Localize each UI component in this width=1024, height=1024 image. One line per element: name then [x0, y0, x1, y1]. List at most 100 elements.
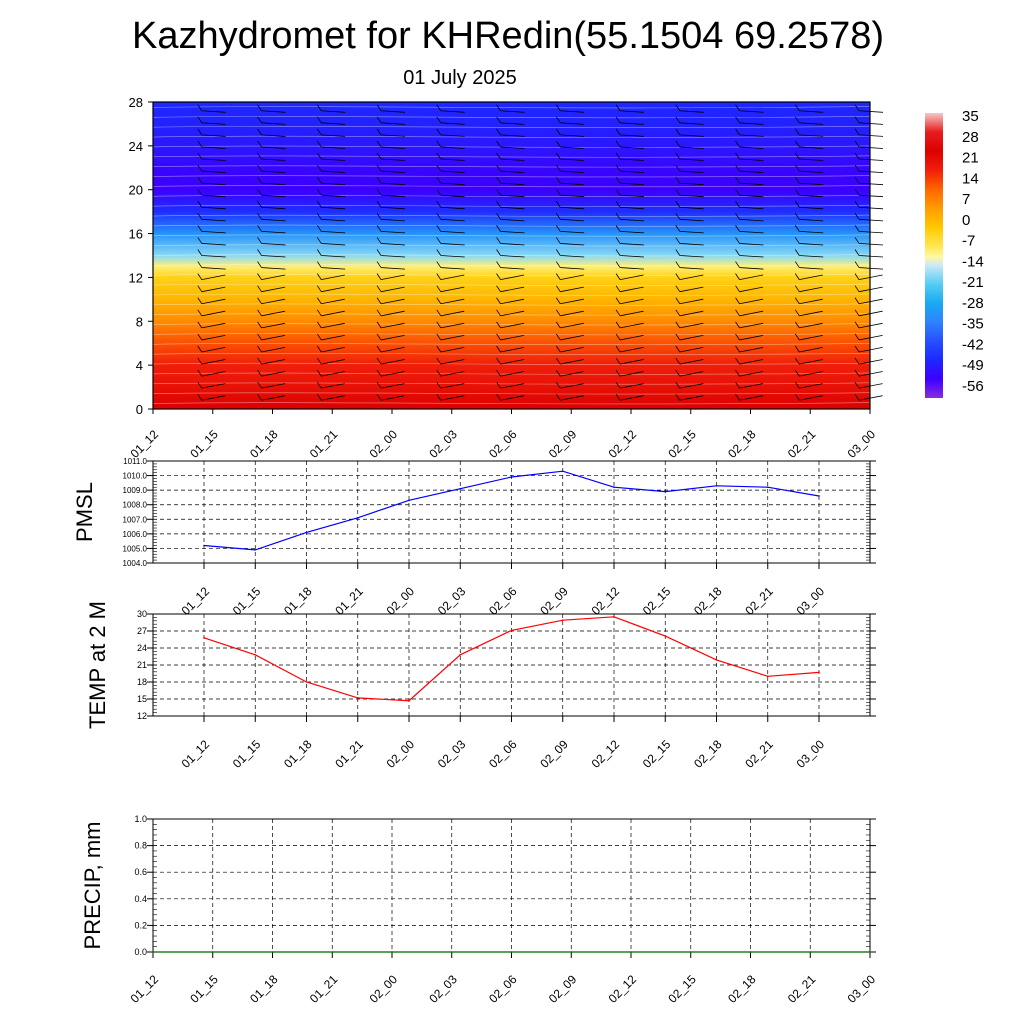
wind-barb	[675, 261, 704, 270]
y-tick-label: 1005.0	[123, 544, 148, 553]
wind-barb	[496, 237, 525, 246]
chart-subtitle: 01 July 2025	[403, 67, 516, 89]
wind-barb	[555, 297, 584, 305]
wind-barb	[675, 273, 704, 281]
wind-barb	[376, 285, 405, 293]
wind-barb	[436, 273, 465, 281]
wind-barb	[316, 140, 346, 149]
wind-barb	[854, 237, 884, 246]
pmsl-point	[715, 484, 718, 487]
pmsl-point	[510, 476, 513, 478]
y-tick-label: 28	[129, 95, 143, 110]
x-tick-label: 02_00	[367, 972, 401, 1006]
wind-barb	[794, 285, 823, 293]
wind-barb	[854, 128, 884, 137]
wind-barb	[794, 128, 824, 137]
x-tick-label: 01_21	[332, 737, 366, 771]
pmsl-point	[664, 490, 667, 493]
contour-line	[152, 313, 871, 316]
wind-barb	[496, 333, 525, 341]
y-tick-label: 1008.0	[123, 501, 148, 510]
wind-barb	[794, 188, 824, 198]
precip-point	[510, 951, 513, 953]
wind-barb	[197, 213, 226, 222]
wind-barb	[316, 273, 345, 281]
colorbar-label: -28	[962, 295, 984, 312]
contour-line	[152, 106, 871, 109]
pmsl-point	[459, 487, 462, 490]
wind-barb	[615, 140, 645, 149]
x-tick-label: 02_00	[367, 427, 401, 461]
wind-barb	[436, 116, 465, 125]
wind-barb	[555, 381, 584, 389]
wind-barb	[436, 297, 465, 305]
y-tick-label: 1011.0	[123, 457, 147, 466]
wind-barb	[316, 249, 346, 258]
wind-barb	[496, 116, 525, 125]
wind-barbs	[197, 104, 884, 401]
wind-barb	[555, 345, 584, 353]
x-tick-label: 01_21	[307, 972, 341, 1006]
wind-barb	[794, 213, 824, 222]
wind-barb	[794, 381, 823, 389]
wind-barb	[257, 152, 286, 161]
wind-barb	[436, 188, 465, 198]
wind-barb	[257, 164, 286, 173]
temp-point	[510, 629, 513, 632]
temp-point	[356, 697, 359, 699]
wind-barb	[735, 297, 764, 305]
temp-point	[459, 654, 462, 656]
x-tick-label: 02_12	[589, 584, 623, 618]
x-tick-label: 03_00	[794, 737, 828, 771]
wind-barb	[555, 176, 585, 186]
wind-barb	[376, 297, 405, 305]
wind-barb	[555, 394, 584, 401]
wind-barb	[555, 213, 585, 222]
wind-barb	[257, 176, 286, 186]
wind-barb	[675, 213, 704, 222]
wind-barb	[316, 357, 345, 365]
wind-barb	[615, 164, 645, 173]
contour-line	[152, 333, 871, 336]
contour-line	[152, 116, 871, 119]
x-tick-label: 02_15	[665, 972, 699, 1006]
wind-barb	[316, 333, 345, 341]
wind-barb	[257, 273, 286, 281]
contour-line	[152, 352, 871, 355]
wind-barb	[257, 261, 286, 270]
wind-barb	[496, 249, 525, 258]
wind-barb	[555, 249, 585, 258]
wind-barb	[436, 213, 465, 222]
precip-point	[749, 951, 752, 953]
wind-barb	[854, 261, 884, 270]
wind-barb	[675, 345, 704, 353]
contour-line	[152, 392, 871, 395]
wind-barb	[555, 152, 585, 161]
wind-barb	[675, 225, 704, 234]
wind-barb	[615, 237, 645, 246]
wind-barb	[794, 309, 823, 317]
wind-barb	[197, 273, 226, 281]
wind-barb	[376, 128, 406, 137]
x-tick-label: 01_12	[128, 972, 162, 1006]
wind-barb	[496, 285, 525, 293]
wind-barb	[735, 116, 764, 125]
wind-barb	[854, 309, 883, 317]
wind-barb	[197, 309, 226, 317]
wind-barb	[197, 152, 226, 161]
x-tick-label: 02_15	[640, 737, 674, 771]
wind-barb	[496, 225, 525, 234]
wind-barb	[854, 201, 884, 210]
wind-barb	[735, 394, 764, 401]
wind-barb	[735, 152, 764, 161]
wind-barb	[555, 285, 584, 293]
y-tick-label: 1004.0	[123, 559, 148, 568]
colorbar-label: -49	[962, 357, 984, 374]
precip-point	[211, 951, 214, 953]
contour-line	[152, 303, 871, 306]
y-tick-label: 1006.0	[123, 530, 148, 539]
x-tick-label: 02_06	[486, 737, 520, 771]
contour-line	[152, 293, 871, 296]
wind-barb	[854, 357, 883, 365]
wind-barb	[376, 381, 405, 389]
